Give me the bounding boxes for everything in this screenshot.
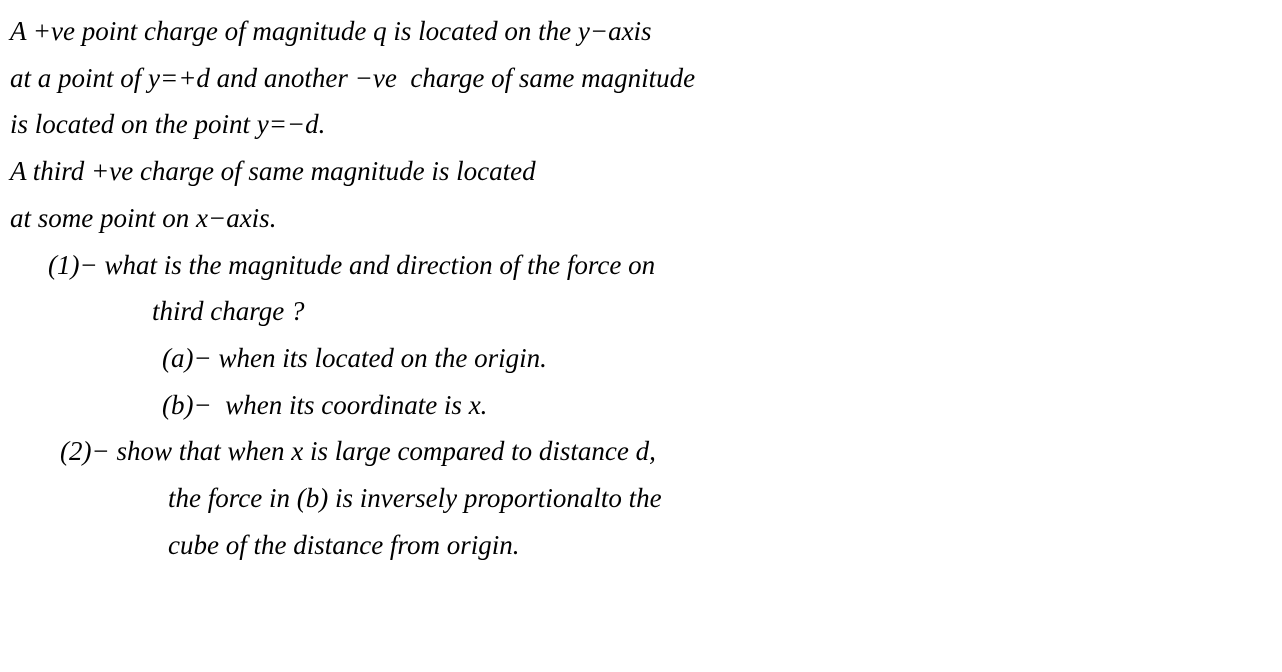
question-2-cont2: cube of the distance from origin. [10,522,1272,569]
question-2: (2)− show that when x is large compared … [10,428,1272,475]
question-2-cont1: the force in (b) is inversely proportion… [10,475,1272,522]
problem-line-4: A third +ve charge of same magnitude is … [10,148,1272,195]
question-1-cont: third charge ? [10,288,1272,335]
question-1b: (b)− when its coordinate is x. [10,382,1272,429]
question-1: (1)− what is the magnitude and direction… [10,242,1272,289]
problem-line-3: is located on the point y=−d. [10,101,1272,148]
problem-line-2: at a point of y=+d and another −ve charg… [10,55,1272,102]
problem-line-5: at some point on x−axis. [10,195,1272,242]
problem-line-1: A +ve point charge of magnitude q is loc… [10,8,1272,55]
question-1a: (a)− when its located on the origin. [10,335,1272,382]
